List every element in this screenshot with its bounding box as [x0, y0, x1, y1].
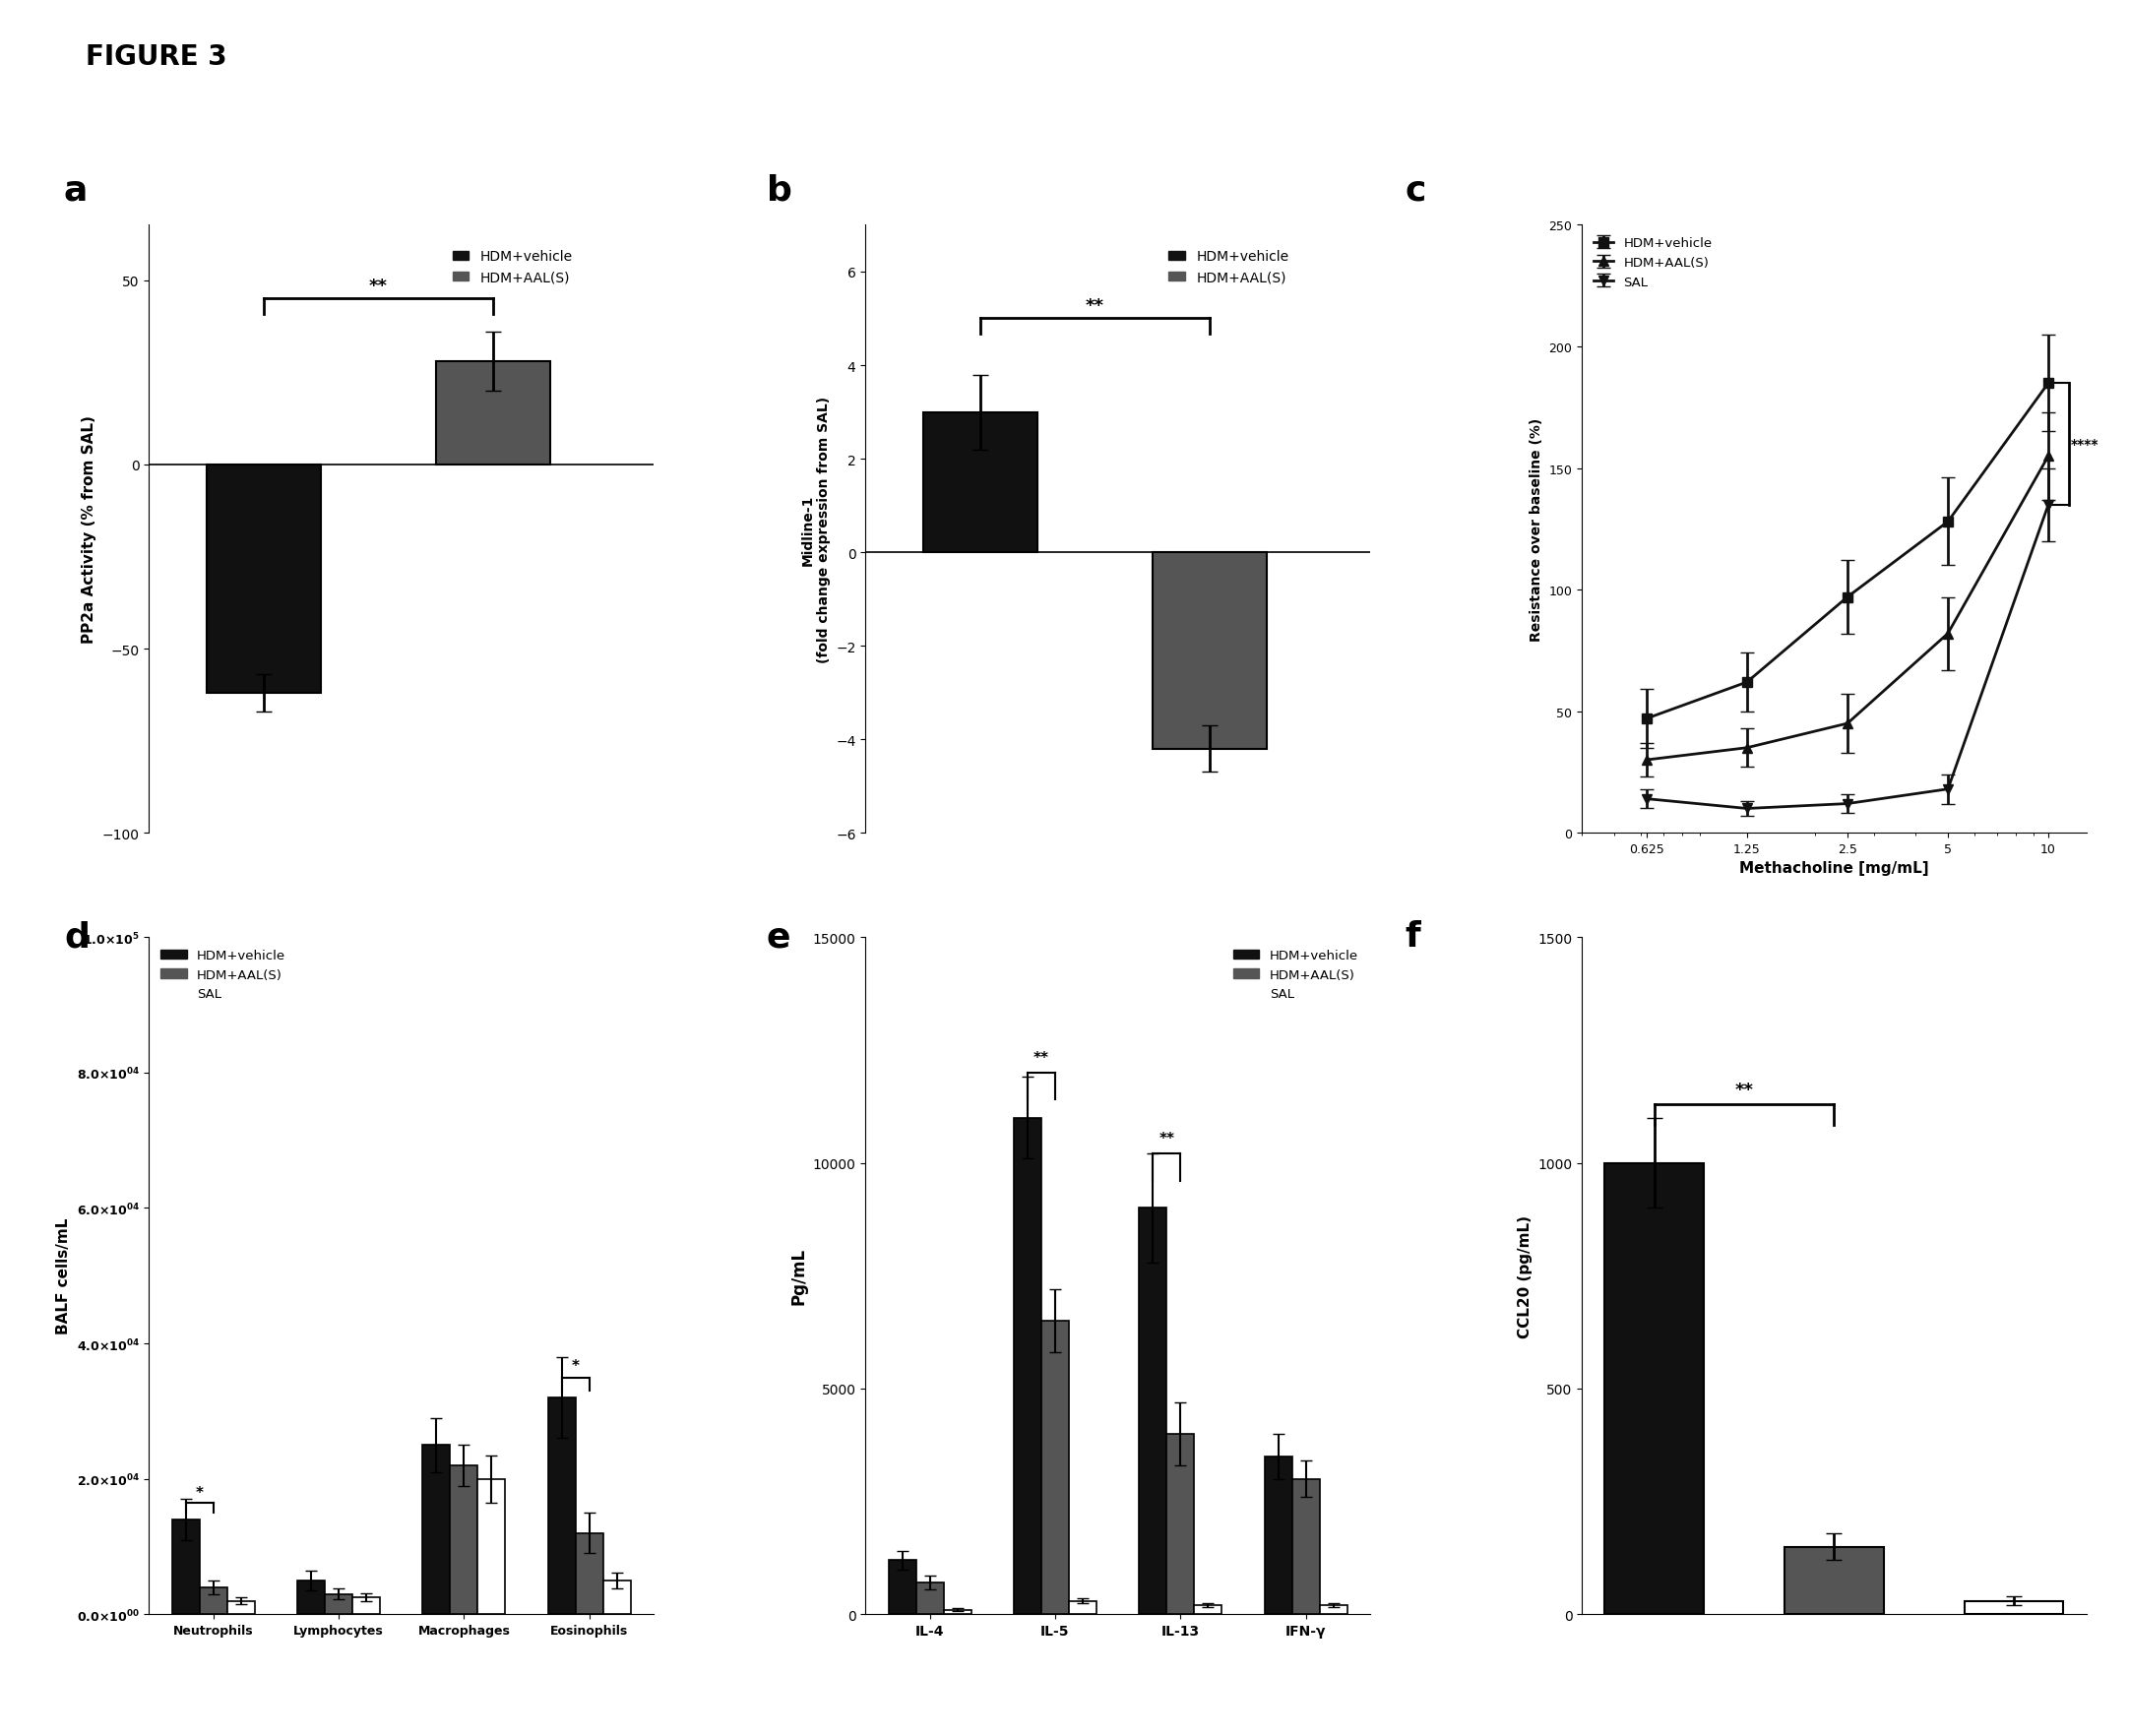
Bar: [603, 1580, 630, 1614]
Bar: [228, 1601, 255, 1614]
Bar: [1152, 552, 1267, 750]
Text: FIGURE 3: FIGURE 3: [85, 43, 226, 71]
Text: a: a: [64, 174, 87, 207]
Text: f: f: [1405, 920, 1420, 953]
Bar: [1965, 1601, 2063, 1614]
Bar: [207, 465, 321, 693]
Bar: [1605, 1163, 1703, 1614]
Legend: HDM+vehicle, HDM+AAL(S), SAL: HDM+vehicle, HDM+AAL(S), SAL: [1588, 233, 1718, 293]
Y-axis label: BALF cells/mL: BALF cells/mL: [55, 1217, 70, 1335]
Legend: HDM+vehicle, HDM+AAL(S): HDM+vehicle, HDM+AAL(S): [1162, 245, 1294, 290]
Bar: [575, 1533, 603, 1614]
Bar: [1320, 1606, 1348, 1614]
Text: ****: ****: [2072, 437, 2099, 451]
Text: b: b: [766, 174, 792, 207]
Bar: [1167, 1434, 1194, 1614]
Text: d: d: [64, 920, 89, 953]
Text: **: **: [1086, 297, 1105, 314]
Bar: [298, 1580, 326, 1614]
Bar: [922, 413, 1037, 552]
Text: *: *: [571, 1359, 579, 1373]
Bar: [888, 1561, 915, 1614]
Text: **: **: [368, 278, 387, 295]
Legend: HDM+vehicle, HDM+AAL(S): HDM+vehicle, HDM+AAL(S): [447, 245, 577, 290]
Bar: [1784, 1547, 1884, 1614]
Y-axis label: Resistance over baseline (%): Resistance over baseline (%): [1529, 418, 1544, 641]
Y-axis label: CCL20 (pg/mL): CCL20 (pg/mL): [1518, 1215, 1533, 1337]
Text: **: **: [1033, 1050, 1050, 1064]
Bar: [172, 1519, 200, 1614]
Bar: [1041, 1321, 1069, 1614]
Bar: [477, 1479, 505, 1614]
Bar: [547, 1397, 575, 1614]
X-axis label: Methacholine [mg/mL]: Methacholine [mg/mL]: [1739, 861, 1929, 877]
Bar: [1139, 1208, 1167, 1614]
Bar: [1265, 1457, 1292, 1614]
Text: **: **: [1158, 1132, 1175, 1146]
Legend: HDM+vehicle, HDM+AAL(S), SAL: HDM+vehicle, HDM+AAL(S), SAL: [1228, 944, 1363, 1005]
Bar: [943, 1609, 971, 1614]
Bar: [1013, 1118, 1041, 1614]
Y-axis label: Midline-1
(fold change expression from SAL): Midline-1 (fold change expression from S…: [801, 396, 830, 663]
Text: c: c: [1405, 174, 1426, 207]
Bar: [1069, 1601, 1096, 1614]
Y-axis label: PP2a Activity (% from SAL): PP2a Activity (% from SAL): [81, 415, 96, 644]
Text: *: *: [196, 1484, 204, 1500]
Bar: [200, 1587, 228, 1614]
Bar: [1194, 1606, 1222, 1614]
Text: e: e: [766, 920, 790, 953]
Bar: [353, 1597, 379, 1614]
Text: **: **: [1735, 1080, 1754, 1099]
Legend: HDM+vehicle, HDM+AAL(S), SAL: HDM+vehicle, HDM+AAL(S), SAL: [155, 944, 292, 1005]
Bar: [422, 1444, 449, 1614]
Bar: [326, 1594, 353, 1614]
Bar: [915, 1583, 943, 1614]
Bar: [436, 361, 551, 465]
Bar: [1292, 1479, 1320, 1614]
Y-axis label: Pg/mL: Pg/mL: [790, 1248, 807, 1304]
Bar: [449, 1465, 477, 1614]
